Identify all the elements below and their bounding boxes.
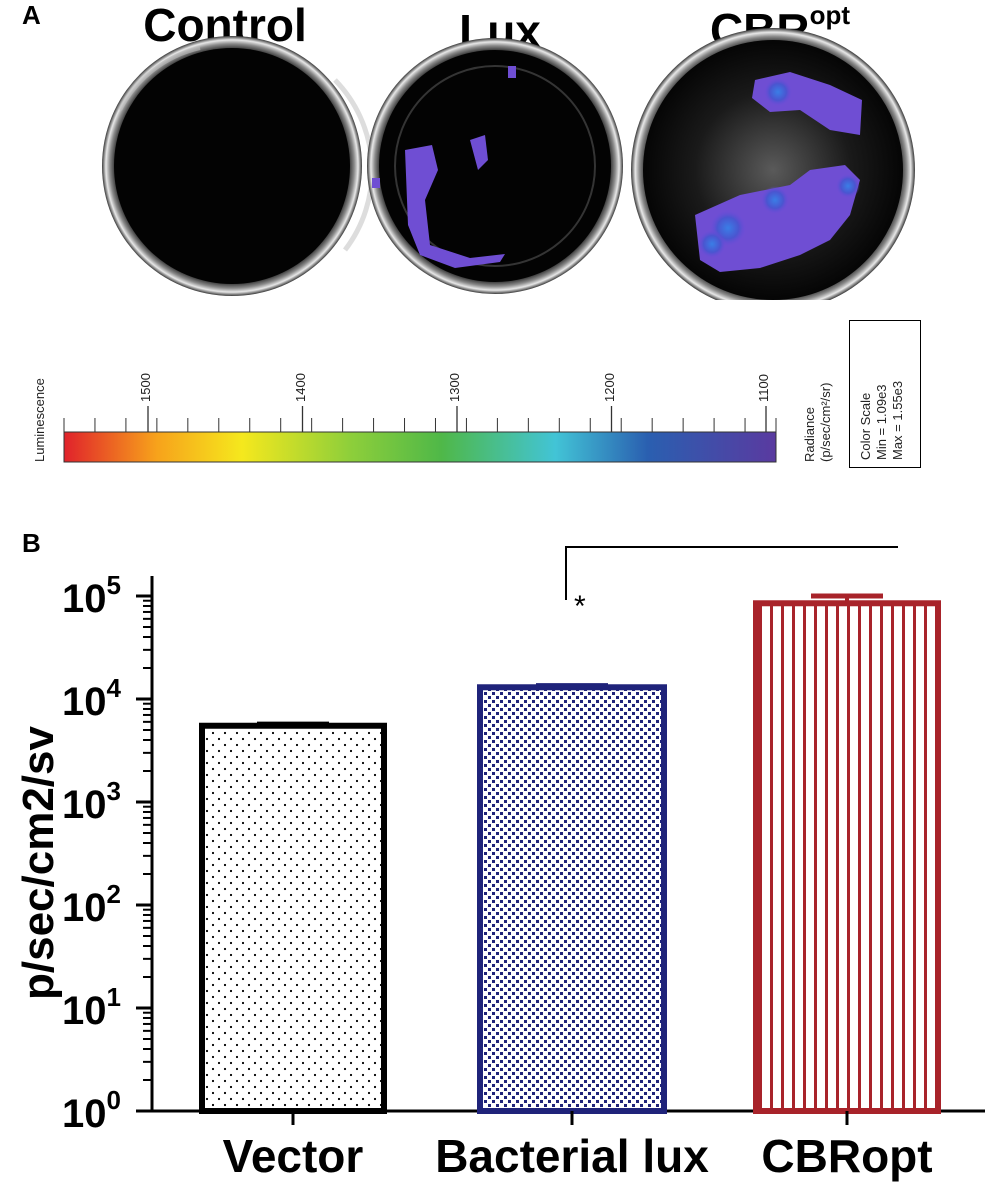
bar-vector [199,722,387,1114]
color-scale-tick-label: 1100 [756,374,771,402]
well-control [102,36,375,296]
significance-bracket [565,546,898,600]
radiance-label: Radiance [802,407,817,462]
y-tick-label: 103 [62,776,121,827]
radiance-units: (p/sec/cm²/sr) [818,382,833,462]
color-scale-box-max: Max = 1.55e3 [890,380,905,460]
y-axis-label: p/sec/cm2/sv [14,726,63,1000]
color-scale-bar [63,431,777,463]
y-tick-label: 100 [62,1085,121,1136]
significance-star: * [574,590,586,623]
y-tick-label: 102 [62,879,121,930]
color-scale-tick-label: 1200 [601,373,617,402]
color-scale-box-min: Min = 1.09e3 [874,384,889,460]
color-scale-tick-label: 1500 [138,373,153,402]
color-scale [63,406,777,463]
well-lux [367,38,623,294]
wells-image [102,28,915,300]
y-tick-label: 104 [62,673,121,724]
bar-chart [136,546,985,1125]
panel-b-label: B [22,528,41,558]
color-scale-box-title: Color Scale [858,392,873,460]
color-scale-ticks [63,406,777,432]
well-cbr [631,28,915,300]
y-tick-label: 101 [62,982,121,1033]
color-scale-tick-label: 1300 [447,373,462,402]
y-tick-label: 105 [62,570,121,621]
x-tick-label: Bacterial lux [435,1130,709,1182]
bar-bacterial-lux [477,684,667,1115]
x-tick-label: Vector [222,1130,364,1182]
bar-cbropt [753,600,941,1115]
x-tick-label: CBRopt [761,1130,933,1182]
color-scale-tick-label: 1400 [292,373,308,402]
luminescence-label: Luminescence [32,378,47,462]
panel-a-label: A [22,0,41,30]
color-scale-box [849,320,921,468]
